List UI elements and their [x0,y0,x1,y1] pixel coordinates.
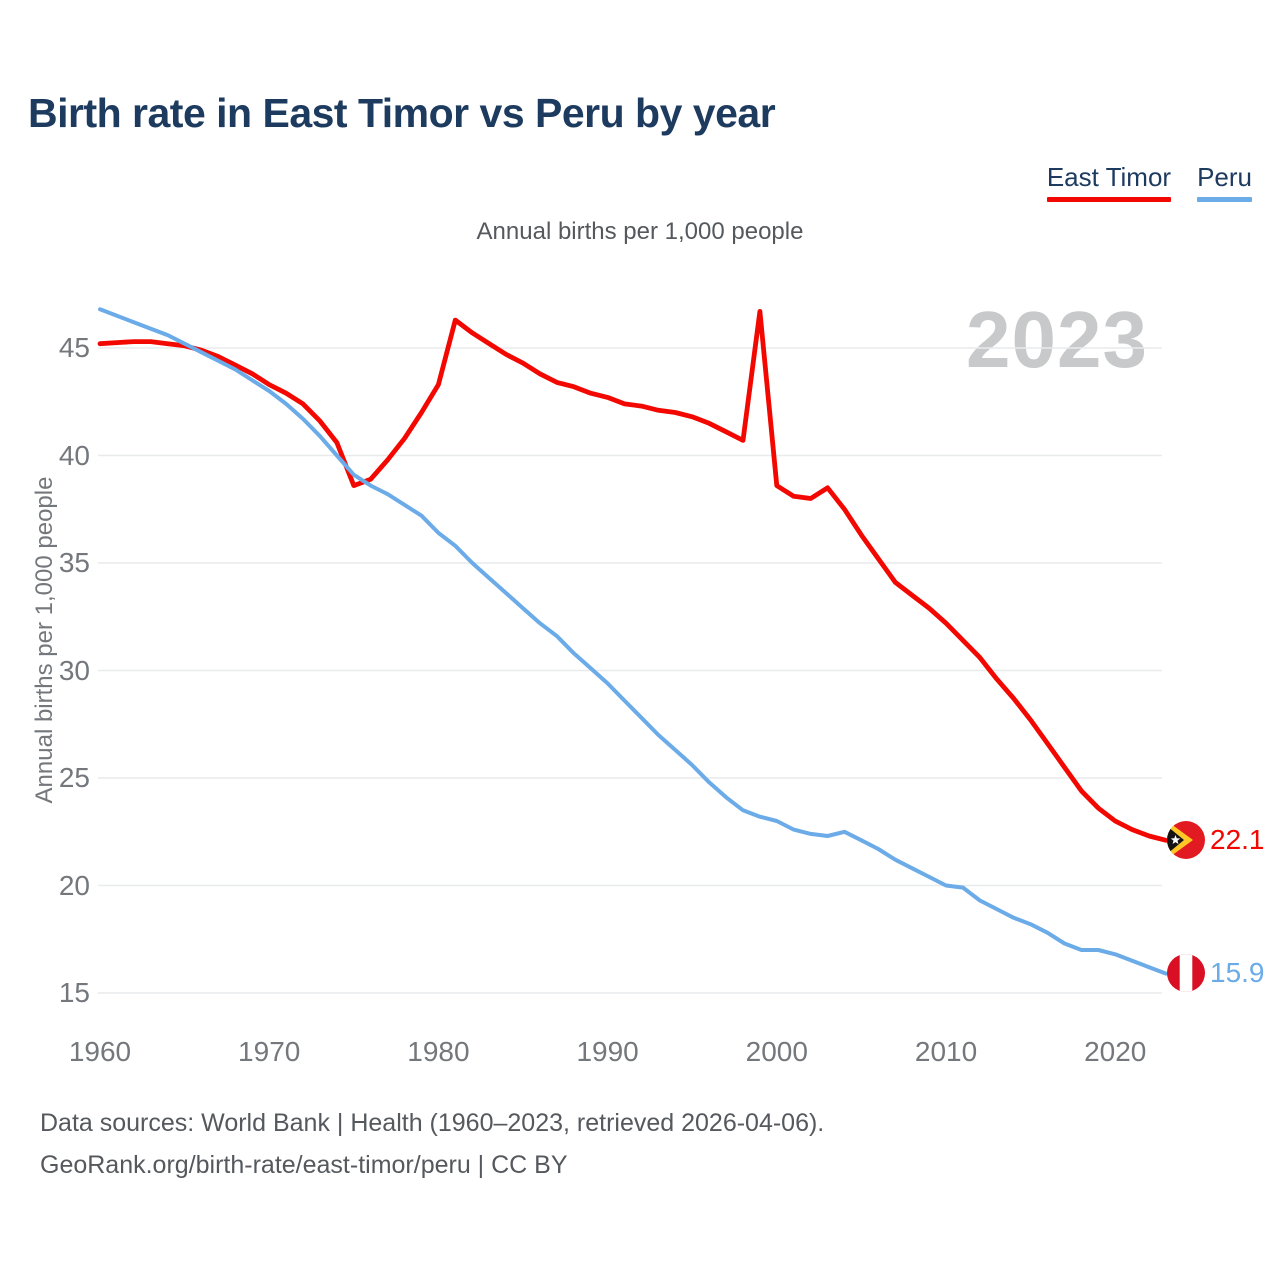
legend: East Timor Peru [1046,162,1252,202]
series-line-east-timor[interactable] [97,308,1169,843]
y-axis-title: Annual births per 1,000 people [31,476,58,804]
x-tick-label: 1980 [407,1036,470,1067]
x-tick-label: 2010 [914,1036,978,1067]
legend-item-east-timor[interactable]: East Timor [1046,162,1172,202]
page-title: Birth rate in East Timor vs Peru by year [28,90,776,136]
y-tick-label: 15 [58,977,90,1008]
y-tick-label: 45 [58,332,90,363]
legend-underline-peru [1197,196,1252,202]
legend-item-peru[interactable]: Peru [1197,163,1252,202]
chart-subtitle: Annual births per 1,000 people [476,218,804,245]
x-tick-label: 1990 [576,1036,639,1067]
legend-label-peru: Peru [1197,162,1252,192]
watermark-year: 2023 [966,295,1148,384]
peru-flag-icon [1167,954,1205,992]
x-tick-label: 1960 [68,1036,132,1067]
x-tick-label: 2000 [745,1036,808,1067]
end-value-east-timor: 22.1 [1210,824,1265,855]
x-tick-label: 2020 [1084,1036,1147,1067]
series-line-peru[interactable] [98,307,1168,976]
end-value-peru: 15.9 [1210,957,1265,988]
y-tick-label: 20 [58,869,90,901]
footer-attribution-line: GeoRank.org/birth-rate/east-timor/peru |… [40,1151,568,1179]
legend-underline-east-timor [1046,196,1172,202]
footer: Data sources: World Bank | Health (1960–… [40,1102,824,1186]
footer-sources-line: Data sources: World Bank | Health (1960–… [40,1109,825,1137]
y-tick-label: 35 [58,547,90,578]
x-tick-label: 1970 [238,1036,301,1067]
y-tick-label: 40 [58,439,90,471]
legend-label-east-timor: East Timor [1046,162,1172,192]
y-tick-label: 25 [58,762,90,793]
y-tick-label: 30 [58,654,90,686]
east-timor-flag-icon [1167,821,1205,859]
